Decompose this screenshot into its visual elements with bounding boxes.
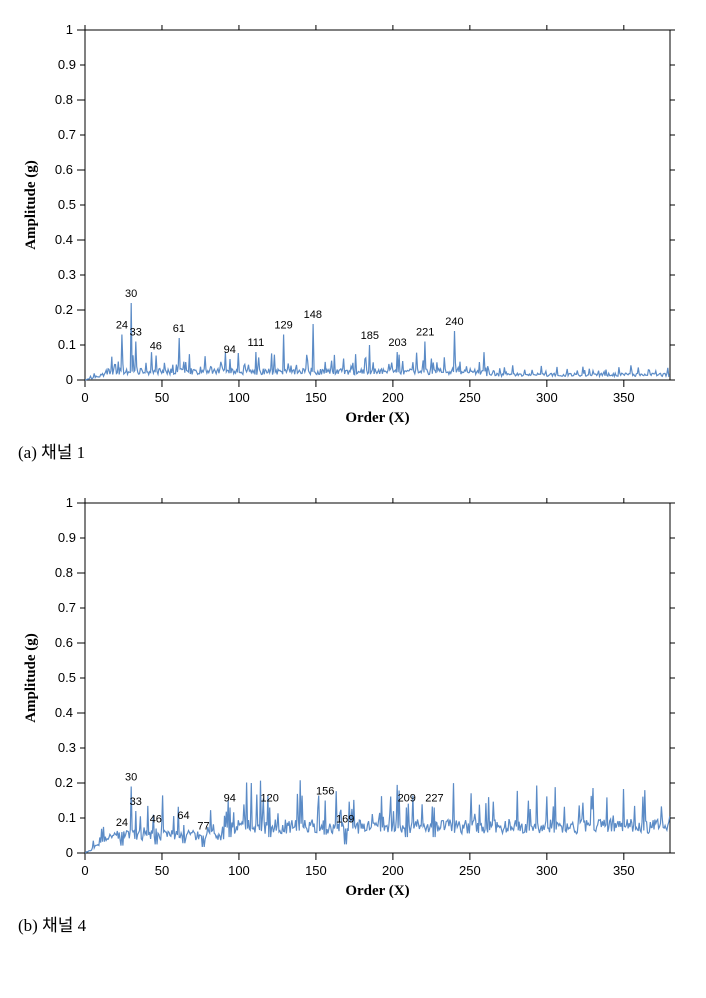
svg-text:30: 30 xyxy=(125,772,137,784)
chart-b-caption: (b) 채널 4 xyxy=(18,911,696,936)
svg-text:33: 33 xyxy=(130,327,142,339)
svg-text:0.6: 0.6 xyxy=(55,635,73,650)
svg-text:Amplitude (g): Amplitude (g) xyxy=(23,633,39,723)
svg-text:50: 50 xyxy=(155,863,169,878)
svg-text:0.6: 0.6 xyxy=(55,162,73,177)
svg-text:0.2: 0.2 xyxy=(55,302,73,317)
svg-text:0: 0 xyxy=(66,372,73,387)
svg-text:0.8: 0.8 xyxy=(55,92,73,107)
chart-a-block: 0 0.1 0.2 0.3 0.4 0.5 0.6 0.7 0.8 0.9 1 0 50 100 150 20… xyxy=(10,10,696,463)
svg-text:150: 150 xyxy=(305,863,327,878)
svg-text:30: 30 xyxy=(125,288,137,300)
chart-b: 0 0.1 0.2 0.3 0.4 0.5 0.6 0.7 0.8 0.9 1 0 50 100 150 20… xyxy=(10,483,680,903)
svg-text:120: 120 xyxy=(261,793,279,805)
svg-text:129: 129 xyxy=(274,320,292,332)
svg-text:33: 33 xyxy=(130,796,142,808)
svg-text:0.2: 0.2 xyxy=(55,775,73,790)
svg-text:0: 0 xyxy=(81,390,88,405)
svg-text:200: 200 xyxy=(382,863,404,878)
svg-text:50: 50 xyxy=(155,390,169,405)
svg-text:350: 350 xyxy=(613,863,635,878)
svg-text:Order (X): Order (X) xyxy=(345,410,409,426)
svg-text:0.7: 0.7 xyxy=(58,600,76,615)
svg-text:0.5: 0.5 xyxy=(58,197,76,212)
svg-text:64: 64 xyxy=(177,810,189,822)
svg-text:203: 203 xyxy=(388,337,406,349)
svg-text:24: 24 xyxy=(116,817,128,829)
svg-text:250: 250 xyxy=(459,863,481,878)
svg-text:Amplitude (g): Amplitude (g) xyxy=(23,160,39,250)
svg-text:156: 156 xyxy=(316,786,334,798)
svg-text:0.4: 0.4 xyxy=(55,232,73,247)
svg-text:0.3: 0.3 xyxy=(58,267,76,282)
svg-text:209: 209 xyxy=(398,793,416,805)
svg-text:0.1: 0.1 xyxy=(58,337,76,352)
svg-text:200: 200 xyxy=(382,390,404,405)
chart-a-caption: (a) 채널 1 xyxy=(18,438,696,463)
svg-text:185: 185 xyxy=(361,330,379,342)
svg-text:61: 61 xyxy=(173,323,185,335)
svg-text:0.9: 0.9 xyxy=(58,530,76,545)
svg-text:0.1: 0.1 xyxy=(58,810,76,825)
svg-text:0.9: 0.9 xyxy=(58,57,76,72)
svg-text:0.3: 0.3 xyxy=(58,740,76,755)
chart-b-block: 0 0.1 0.2 0.3 0.4 0.5 0.6 0.7 0.8 0.9 1 0 50 100 150 20… xyxy=(10,483,696,936)
svg-text:240: 240 xyxy=(445,316,463,328)
svg-text:0.5: 0.5 xyxy=(58,670,76,685)
svg-text:221: 221 xyxy=(416,327,434,339)
svg-text:0.7: 0.7 xyxy=(58,127,76,142)
svg-text:0: 0 xyxy=(81,863,88,878)
svg-text:46: 46 xyxy=(150,341,162,353)
svg-text:24: 24 xyxy=(116,320,128,332)
svg-text:46: 46 xyxy=(150,814,162,826)
svg-text:350: 350 xyxy=(613,390,635,405)
svg-text:250: 250 xyxy=(459,390,481,405)
svg-text:0.8: 0.8 xyxy=(55,565,73,580)
svg-text:169: 169 xyxy=(336,814,354,826)
chart-a: 0 0.1 0.2 0.3 0.4 0.5 0.6 0.7 0.8 0.9 1 0 50 100 150 20… xyxy=(10,10,680,430)
svg-text:1: 1 xyxy=(66,22,73,37)
svg-text:150: 150 xyxy=(305,390,327,405)
svg-text:111: 111 xyxy=(248,337,265,349)
svg-text:94: 94 xyxy=(224,793,236,805)
svg-text:148: 148 xyxy=(304,309,322,321)
svg-text:300: 300 xyxy=(536,390,558,405)
svg-text:100: 100 xyxy=(228,390,250,405)
svg-text:1: 1 xyxy=(66,495,73,510)
svg-text:100: 100 xyxy=(228,863,250,878)
svg-text:0.4: 0.4 xyxy=(55,705,73,720)
svg-text:227: 227 xyxy=(425,793,443,805)
svg-text:300: 300 xyxy=(536,863,558,878)
svg-text:94: 94 xyxy=(224,344,236,356)
svg-text:Order (X): Order (X) xyxy=(345,883,409,899)
svg-text:0: 0 xyxy=(66,845,73,860)
svg-text:77: 77 xyxy=(197,821,209,833)
